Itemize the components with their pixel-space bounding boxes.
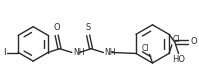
Text: Cl: Cl	[173, 35, 180, 44]
Text: O: O	[190, 37, 197, 47]
Text: I: I	[3, 48, 6, 57]
Text: S: S	[86, 23, 91, 32]
Text: O: O	[53, 23, 60, 32]
Text: Cl: Cl	[141, 44, 149, 53]
Text: NH: NH	[73, 48, 84, 57]
Text: HO: HO	[172, 55, 185, 64]
Text: NH: NH	[104, 48, 116, 57]
